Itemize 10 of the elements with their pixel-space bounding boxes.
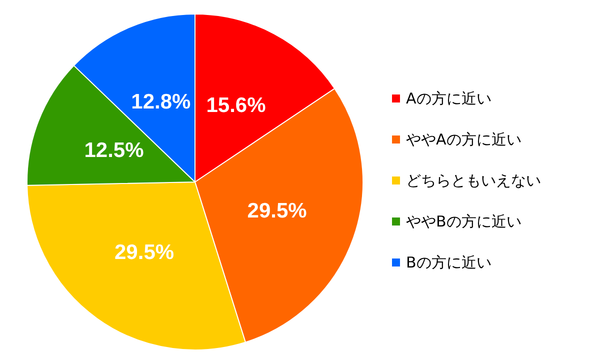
- legend-label: Aの方に近い: [406, 90, 492, 108]
- data-label: 29.5%: [114, 241, 174, 264]
- data-label: 29.5%: [247, 199, 308, 222]
- data-label: 15.6%: [206, 94, 266, 117]
- data-label: 12.8%: [131, 90, 192, 114]
- data-label: 12.5%: [84, 138, 144, 162]
- legend-label: ややAの方に近い: [406, 130, 522, 148]
- legend-label: ややBの方に近い: [406, 212, 522, 230]
- legend-label: Bの方に近い: [406, 254, 492, 272]
- legend-label: どちらともいえない: [406, 172, 541, 190]
